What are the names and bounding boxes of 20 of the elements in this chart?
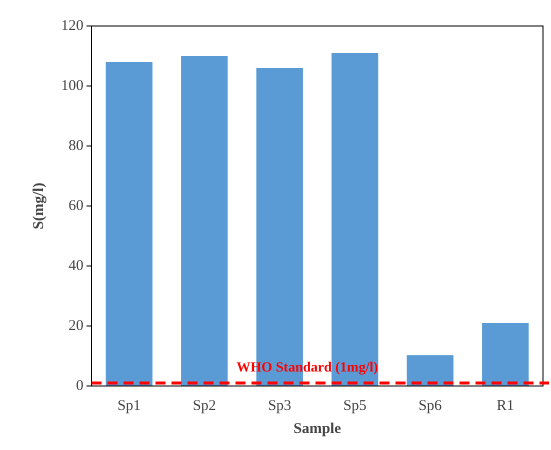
y-tick-label: 120: [61, 18, 84, 34]
bar: [106, 62, 152, 386]
x-tick-label: R1: [496, 398, 514, 414]
y-tick-label: 40: [68, 258, 84, 274]
x-tick-label: Sp2: [192, 398, 216, 414]
bar: [406, 355, 454, 386]
bar: [482, 323, 529, 386]
bar: [332, 53, 378, 386]
x-tick-label: Sp6: [418, 398, 442, 414]
x-axis-title: Sample: [293, 420, 342, 437]
y-tick-label: 60: [68, 198, 84, 214]
y-tick-label: 100: [61, 78, 84, 94]
y-tick-label: 0: [76, 378, 84, 394]
x-tick-label: Sp1: [117, 398, 141, 414]
x-tick-label: Sp5: [343, 398, 367, 414]
y-tick-label: 20: [68, 318, 84, 334]
bar: [181, 56, 228, 386]
x-tick-label: Sp3: [268, 398, 292, 414]
y-axis-title: S(mg/l): [30, 182, 47, 230]
y-tick-label: 80: [68, 138, 84, 154]
